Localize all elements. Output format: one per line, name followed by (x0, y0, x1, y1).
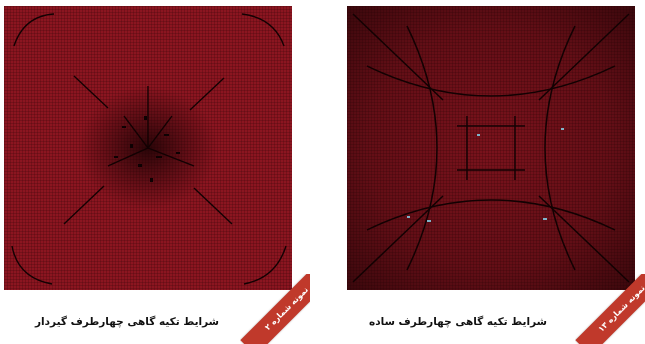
mesh-image-fixed (4, 6, 292, 290)
mesh-image-simple (347, 6, 635, 290)
mesh-plot-simple (347, 6, 635, 290)
panel-fixed-supports: شرایط تکیه گاهی چهارطرف گیردار نمونه شما… (0, 0, 310, 344)
crack-specks (114, 116, 180, 182)
sample-badge-corner: نمونه شماره ۲ (240, 274, 310, 344)
panel-simple-supports: شرایط تکیه گاهی چهارطرف ساده نمونه شماره… (335, 0, 645, 344)
sample-badge-2: نمونه شماره ۲ (240, 274, 310, 344)
crack-lines (352, 13, 630, 283)
sample-badge-corner: نمونه شماره ۱۳ (575, 274, 645, 344)
highlight-specks (407, 128, 564, 222)
mesh-plot-fixed (4, 6, 292, 290)
crack-lines (11, 13, 287, 285)
caption-simple-supports: شرایط تکیه گاهی چهارطرف ساده (369, 316, 547, 328)
sample-badge-13: نمونه شماره ۱۳ (575, 274, 645, 344)
caption-fixed-supports: شرایط تکیه گاهی چهارطرف گیردار (35, 316, 219, 328)
